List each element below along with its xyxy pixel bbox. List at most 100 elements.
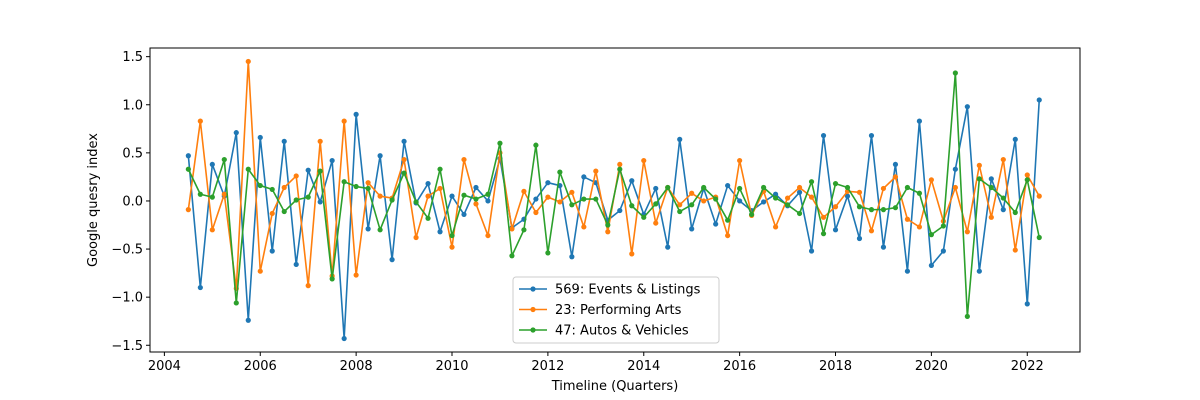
- series-point: [940, 248, 946, 254]
- series-point: [892, 174, 899, 180]
- series-point: [689, 226, 695, 232]
- series-point: [1000, 207, 1006, 213]
- series-point: [377, 153, 383, 159]
- x-tick-label: 2014: [627, 359, 660, 374]
- series-point: [1024, 177, 1030, 183]
- legend-marker: [530, 286, 536, 292]
- series-point: [940, 223, 946, 229]
- series-point: [964, 313, 970, 320]
- series-point: [365, 180, 371, 186]
- series-point: [1000, 195, 1006, 201]
- series-point: [449, 193, 455, 199]
- series-point: [281, 208, 287, 215]
- series-point: [713, 221, 719, 227]
- series-point: [221, 156, 227, 163]
- series-point: [976, 176, 982, 182]
- series-point: [796, 184, 803, 191]
- series-point: [257, 134, 263, 141]
- series-point: [1012, 136, 1018, 142]
- series-point: [197, 191, 203, 197]
- y-tick-label: −0.5: [111, 243, 143, 258]
- series-point: [808, 248, 815, 254]
- series-point: [437, 229, 443, 235]
- series-point: [533, 196, 539, 202]
- series-point: [245, 58, 251, 65]
- series-point: [1036, 234, 1042, 241]
- series-point: [653, 201, 659, 207]
- series-point: [209, 227, 215, 233]
- series-point: [689, 202, 695, 208]
- series-point: [377, 193, 383, 199]
- legend-item: 23: Performing Arts: [519, 303, 682, 318]
- series-point: [1012, 209, 1018, 216]
- series-point: [677, 202, 683, 208]
- legend-item: 569: Events & Listings: [519, 283, 701, 298]
- series-point: [665, 244, 671, 250]
- x-tick-label: 2018: [819, 359, 852, 374]
- x-tick-label: 2008: [340, 359, 373, 374]
- legend-label: 47: Autos & Vehicles: [555, 324, 689, 339]
- series-point: [317, 199, 323, 205]
- series-point: [617, 207, 623, 214]
- series-point: [605, 222, 611, 228]
- series-point: [653, 220, 659, 226]
- series-point: [413, 199, 419, 205]
- series-point: [988, 214, 994, 220]
- series-point: [245, 166, 251, 172]
- series-point: [425, 215, 431, 221]
- series-point: [988, 176, 994, 182]
- series-point: [269, 186, 275, 193]
- series-point: [473, 201, 479, 207]
- series-point: [269, 248, 275, 254]
- series-point: [185, 166, 191, 172]
- series-point: [1024, 301, 1030, 307]
- series-point: [485, 232, 491, 239]
- series-point: [677, 208, 683, 215]
- series-point: [761, 199, 767, 205]
- legend-marker: [530, 327, 536, 333]
- series-point: [820, 214, 827, 220]
- x-tick-label: 2004: [148, 359, 181, 374]
- series-point: [593, 168, 599, 174]
- legend-item: 47: Autos & Vehicles: [519, 324, 689, 339]
- series-point: [581, 196, 587, 202]
- series-point: [281, 138, 287, 144]
- series-point: [701, 184, 707, 191]
- series-point: [401, 138, 407, 144]
- y-tick-label: −1.5: [111, 339, 143, 354]
- series-point: [449, 244, 455, 250]
- series-point: [868, 228, 875, 234]
- series-point: [293, 261, 299, 268]
- series-point: [293, 173, 299, 179]
- series-point: [305, 167, 311, 173]
- series-point: [557, 169, 563, 175]
- series-point: [749, 211, 755, 218]
- series-point: [197, 284, 203, 291]
- series-point: [521, 227, 527, 233]
- series-point: [437, 166, 443, 172]
- x-tick-label: 2020: [915, 359, 948, 374]
- series-point: [281, 184, 287, 191]
- series-point: [257, 268, 263, 274]
- series-point: [988, 184, 994, 191]
- series-point: [557, 199, 563, 205]
- x-tick-label: 2010: [435, 359, 468, 374]
- series-point: [365, 226, 371, 232]
- x-axis-label: Timeline (Quarters): [551, 379, 679, 394]
- series-point: [209, 194, 215, 200]
- series-point: [856, 204, 863, 210]
- series-point: [209, 161, 215, 168]
- series-point: [904, 268, 911, 274]
- series-point: [737, 198, 743, 204]
- x-tick-label: 2006: [244, 359, 277, 374]
- series-point: [976, 268, 982, 274]
- plot-frame: [149, 47, 1081, 353]
- series-point: [401, 156, 407, 163]
- series-point: [617, 166, 623, 172]
- series-point: [317, 168, 323, 174]
- series-point: [389, 257, 395, 263]
- series-point: [916, 118, 923, 124]
- x-axis: 2004 2006 2008 2010 2012 2014 2016 2018 2020 2022: [148, 352, 1044, 374]
- series-point: [473, 184, 479, 191]
- series-point: [329, 276, 335, 282]
